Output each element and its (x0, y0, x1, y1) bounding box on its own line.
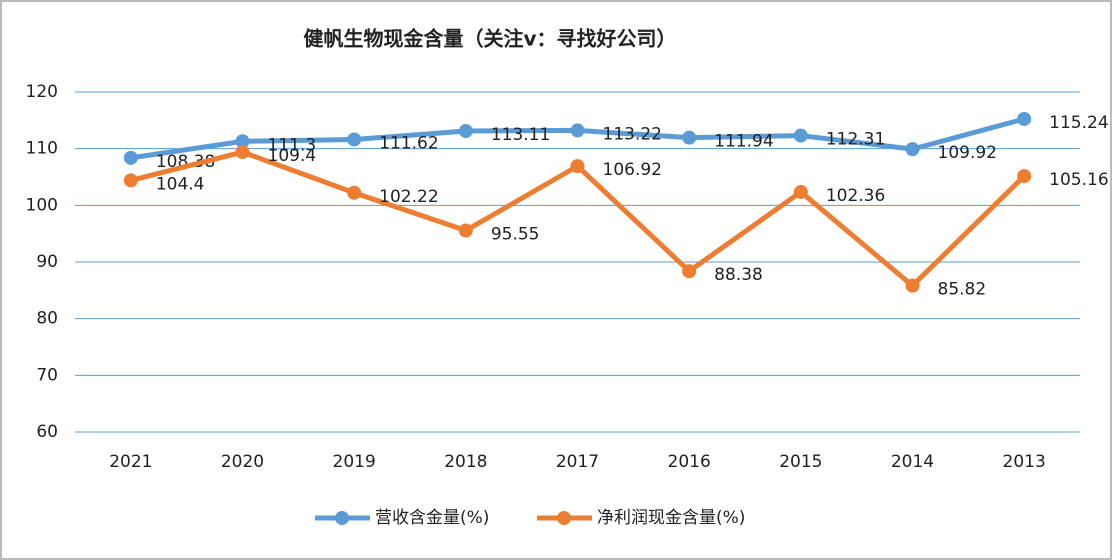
point (682, 264, 697, 279)
point (570, 123, 585, 138)
data-label: 115.24 (1049, 113, 1108, 133)
point (123, 150, 138, 165)
x-tick-label: 2015 (779, 452, 822, 472)
data-label: 88.38 (714, 265, 763, 285)
point (347, 132, 362, 147)
x-tick-label: 2017 (556, 452, 599, 472)
x-tick-label: 2014 (891, 452, 934, 472)
data-label: 105.16 (1049, 170, 1108, 190)
data-label: 109.4 (268, 146, 317, 166)
point (235, 145, 250, 160)
data-label: 111.3 (268, 135, 317, 155)
point (570, 159, 585, 174)
data-label: 112.31 (826, 130, 885, 150)
y-tick-label: 70 (36, 365, 58, 385)
data-label: 95.55 (491, 225, 540, 245)
point (682, 130, 697, 145)
data-label: 108.38 (156, 152, 215, 172)
legend-marker (557, 511, 571, 525)
x-tick-label: 2020 (221, 452, 264, 472)
y-tick-label: 110 (26, 139, 58, 159)
point (1017, 169, 1032, 184)
data-label: 102.22 (379, 187, 438, 207)
data-label: 106.92 (603, 160, 662, 180)
point (123, 173, 138, 188)
legend-label: 净利润现金含量(%) (597, 508, 745, 528)
data-label: 111.62 (379, 133, 438, 153)
data-label: 85.82 (938, 280, 987, 300)
y-tick-label: 80 (36, 309, 58, 329)
x-tick-label: 2021 (109, 452, 152, 472)
x-tick-label: 2013 (1003, 452, 1046, 472)
point (458, 223, 473, 238)
point (347, 185, 362, 200)
point (235, 134, 250, 149)
y-tick-label: 120 (26, 82, 58, 102)
data-label: 113.22 (603, 124, 662, 144)
point (458, 124, 473, 139)
data-label: 113.11 (491, 125, 550, 145)
y-tick-label: 100 (26, 195, 58, 215)
point (793, 128, 808, 143)
data-label: 111.94 (714, 132, 773, 152)
point (905, 142, 920, 157)
data-label: 102.36 (826, 186, 885, 206)
chart-title: 健帆生物现金含量（关注v：寻找好公司） (303, 27, 676, 51)
x-tick-label: 2019 (333, 452, 376, 472)
point (1017, 111, 1032, 126)
x-tick-label: 2016 (668, 452, 711, 472)
x-tick-label: 2018 (444, 452, 487, 472)
legend-marker (335, 511, 349, 525)
data-label: 104.4 (156, 174, 205, 194)
y-tick-label: 60 (36, 422, 58, 442)
legend-label: 营收含金量(%) (375, 508, 489, 528)
point (905, 278, 920, 293)
data-label: 109.92 (938, 143, 997, 163)
y-tick-label: 90 (36, 252, 58, 272)
point (793, 184, 808, 199)
